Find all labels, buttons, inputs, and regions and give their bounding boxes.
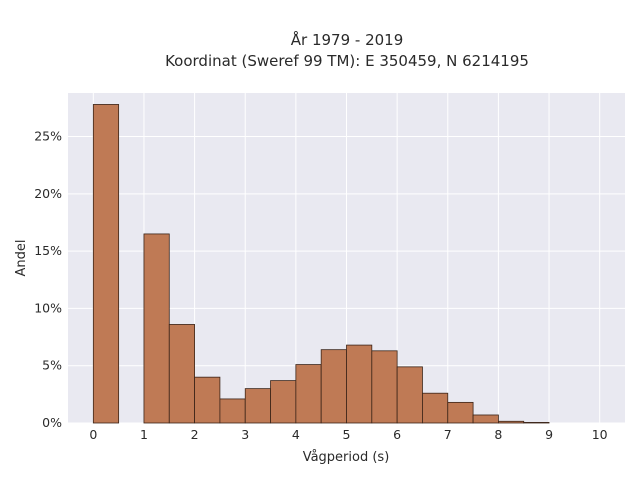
chart-title-line-1: År 1979 - 2019 <box>291 30 404 49</box>
x-tick-label: 5 <box>343 427 351 442</box>
x-tick-label: 10 <box>592 427 608 442</box>
histogram-bar <box>320 349 347 424</box>
histogram-bar <box>270 380 297 424</box>
histogram-bar <box>244 388 271 424</box>
histogram-bar <box>498 420 525 424</box>
chart-title-line-2: Koordinat (Sweref 99 TM): E 350459, N 62… <box>165 52 529 70</box>
histogram-bar <box>219 398 246 424</box>
x-tick-label: 7 <box>444 427 452 442</box>
histogram-bar <box>396 366 423 424</box>
x-tick-label: 6 <box>393 427 401 442</box>
x-tick-label: 1 <box>140 427 148 442</box>
x-tick-label: 0 <box>89 427 97 442</box>
bars <box>92 104 550 424</box>
y-tick-labels: 0% 5% 10% 15% 20% 25% <box>34 129 62 430</box>
histogram-bar <box>143 233 170 424</box>
x-axis-label: Vågperiod (s) <box>303 450 390 465</box>
y-tick-label: 15% <box>34 243 62 258</box>
histogram-bar <box>92 104 120 424</box>
histogram-bar <box>346 344 373 424</box>
histogram-bar <box>422 392 449 424</box>
x-tick-label: 4 <box>292 427 300 442</box>
y-axis-label: Andel <box>14 240 29 277</box>
y-tick-label: 25% <box>34 129 62 144</box>
histogram-bar <box>523 422 550 424</box>
x-tick-labels: 0 1 2 3 4 5 6 7 8 9 10 <box>89 427 607 442</box>
x-tick-label: 3 <box>241 427 249 442</box>
histogram-bar <box>447 401 474 424</box>
histogram-bar <box>168 324 195 424</box>
histogram-bar <box>472 414 499 424</box>
x-tick-label: 8 <box>494 427 502 442</box>
y-tick-label: 0% <box>42 415 62 430</box>
histogram-bar <box>194 376 221 424</box>
histogram-bar <box>371 350 398 424</box>
y-tick-label: 5% <box>42 358 62 373</box>
grid-lines <box>68 93 625 424</box>
x-tick-label: 2 <box>191 427 199 442</box>
y-tick-label: 20% <box>34 186 62 201</box>
y-tick-label: 10% <box>34 300 62 315</box>
histogram-bar <box>295 364 322 424</box>
x-tick-label: 9 <box>545 427 553 442</box>
